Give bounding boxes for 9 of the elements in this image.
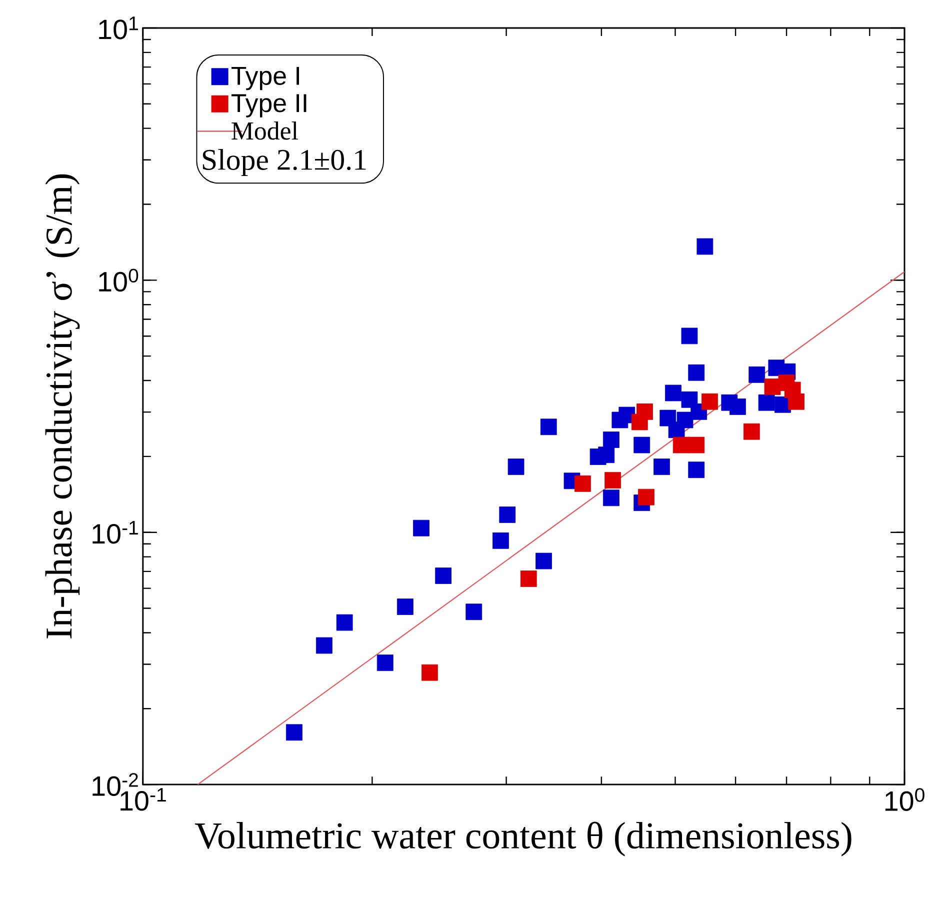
y-tick-label: 10$^{-1}$: [92, 520, 138, 544]
legend-label: Type II: [231, 94, 306, 118]
legend-label: Model: [232, 121, 298, 140]
annotation: Slope 2.1±0.1: [202, 148, 366, 176]
x-axis-title: Volumetric water content θ (dimensionless): [194, 822, 852, 856]
y-tick-label: 10$^{1}$: [99, 16, 138, 40]
y-tick-label: 10$^{0}$: [99, 268, 138, 292]
legend-label: Type I: [231, 66, 300, 90]
y-axis-title: In-phase conductivity σ’ (S/m): [45, 174, 80, 638]
